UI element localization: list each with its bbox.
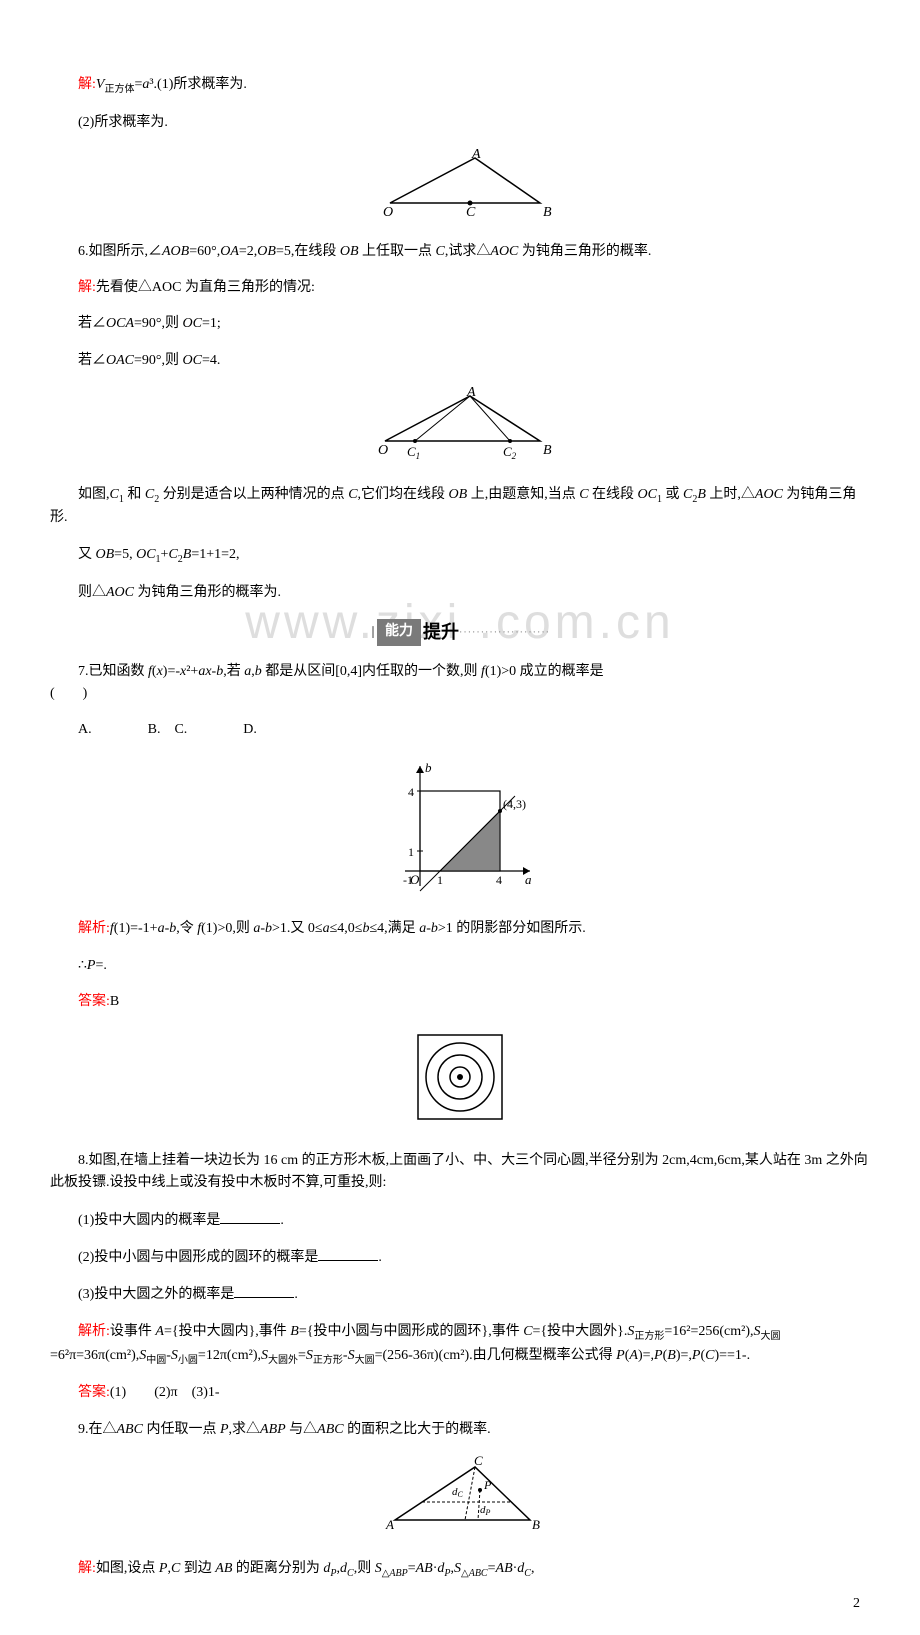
analysis-label: 解析: [78, 921, 110, 936]
svg-text:4: 4 [408, 785, 414, 799]
svg-text:dP: dP [480, 1504, 491, 1517]
solution-label: 解: [78, 280, 96, 295]
answer-label: 答案: [78, 994, 110, 1009]
q6-sol-l1: 解:先看使△AOC 为直角三角形的情况: [50, 277, 870, 299]
q8-p1: (1)投中大圆内的概率是. [50, 1209, 870, 1232]
svg-text:A: A [471, 148, 481, 162]
q6-sol-l3: 若∠OAC=90°,则 OC=4. [50, 350, 870, 372]
banner-bar-text: 能力 [377, 619, 421, 645]
q8-jiexi: 解析:设事件 A={投中大圆内},事件 B={投中小圆与中圆形成的圆环},事件 … [50, 1321, 870, 1369]
svg-text:b: b [425, 760, 432, 775]
q7-jiexi: 解析:f(1)=-1+a-b,令 f(1)>0,则 a-b>1.又 0≤a≤4,… [50, 918, 870, 940]
svg-text:C2: C2 [503, 444, 517, 461]
figure-1: O A B C [50, 148, 870, 226]
q5-part2: (2)所求概率为. [50, 112, 870, 134]
coord-region-svg: (4,3) O a b 4 1 1 4 -1 [375, 756, 545, 896]
figure-4 [50, 1027, 870, 1135]
triangle-abp-svg: A B C P dC dP [370, 1455, 550, 1535]
section-banner: ┃能力提升····················· [50, 618, 870, 647]
figure-3: (4,3) O a b 4 1 1 4 -1 [50, 756, 870, 904]
triangle-oab-c1c2-svg: O A B C1 C2 [355, 386, 565, 461]
figure-2: O A B C1 C2 [50, 386, 870, 469]
svg-text:A: A [385, 1517, 394, 1532]
q7-therefore: ∴P=. [50, 955, 870, 977]
solution-label: 解: [78, 77, 96, 92]
svg-text:P: P [483, 1478, 492, 1492]
svg-text:A: A [466, 386, 476, 400]
q7-stem: 7.已知函数 f(x)=-x²+ax-b,若 a,b 都是从区间[0,4]内任取… [50, 661, 870, 706]
q8-p2: (2)投中小圆与中圆形成的圆环的概率是. [50, 1246, 870, 1269]
page-number: 2 [853, 1593, 860, 1615]
svg-text:C: C [474, 1455, 483, 1468]
svg-text:-1: -1 [403, 873, 413, 887]
concentric-circles-svg [410, 1027, 510, 1127]
svg-text:O: O [378, 443, 388, 458]
answer-label: 答案: [78, 1385, 110, 1400]
svg-text:dC: dC [452, 1486, 464, 1499]
q5-solution-line1: 解:V正方体=a³.(1)所求概率为. [50, 74, 870, 98]
q9-stem: 9.在△ABC 内任取一点 P,求△ABP 与△ABC 的面积之比大于的概率. [50, 1419, 870, 1441]
svg-text:1: 1 [437, 873, 443, 887]
q8-p3: (3)投中大圆之外的概率是. [50, 1283, 870, 1306]
svg-text:B: B [543, 443, 552, 458]
solution-label: 解: [78, 1561, 96, 1576]
q6-stem: 6.如图所示,∠AOB=60°,OA=2,OB=5,在线段 OB 上任取一点 C… [50, 241, 870, 263]
banner-boost-text: 提升 [421, 618, 459, 647]
q8-stem: 8.如图,在墙上挂着一块边长为 16 cm 的正方形木板,上面画了小、中、大三个… [50, 1150, 870, 1195]
q6-sol-l2: 若∠OCA=90°,则 OC=1; [50, 313, 870, 335]
page-content: 解:V正方体=a³.(1)所求概率为. (2)所求概率为. O A B C 6.… [50, 74, 870, 1581]
q9-sol: 解:如图,设点 P,C 到边 AB 的距离分别为 dP,dC,则 S△ABP=A… [50, 1558, 870, 1582]
q8-answer: 答案:(1) (2)π (3)1- [50, 1382, 870, 1404]
q7-choices: A. B. C. D. [50, 719, 870, 741]
svg-text:B: B [543, 205, 552, 218]
svg-text:O: O [383, 205, 393, 218]
figure-5: A B C P dC dP [50, 1455, 870, 1543]
svg-text:C1: C1 [407, 444, 420, 461]
svg-text:1: 1 [408, 845, 414, 859]
svg-text:4: 4 [496, 873, 502, 887]
svg-text:C: C [466, 205, 476, 218]
svg-text:(4,3): (4,3) [503, 797, 526, 811]
q6b-l2: 又 OB=5, OC1+C2B=1+1=2, [50, 544, 870, 568]
q6b-l1: 如图,C1 和 C2 分别是适合以上两种情况的点 C,它们均在线段 OB 上,由… [50, 484, 870, 530]
q6b-l3: 则△AOC 为钝角三角形的概率为. [50, 582, 870, 604]
triangle-oab-svg: O A B C [360, 148, 560, 218]
analysis-label: 解析: [78, 1324, 110, 1339]
svg-text:B: B [532, 1517, 540, 1532]
q7-answer: 答案:B [50, 991, 870, 1013]
svg-text:a: a [525, 872, 532, 887]
